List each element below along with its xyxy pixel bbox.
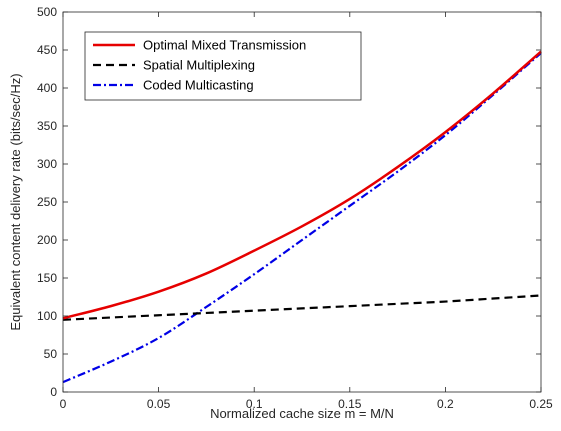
legend-label: Spatial Multiplexing — [143, 58, 255, 73]
legend-box — [84, 31, 362, 101]
y-tick-label: 100 — [37, 309, 57, 323]
y-tick-label: 50 — [44, 347, 58, 361]
y-tick-label: 400 — [37, 81, 57, 95]
legend: Optimal Mixed Transmission Spatial Multip… — [84, 31, 362, 101]
x-tick-label: 0.2 — [437, 397, 454, 411]
y-tick-label: 350 — [37, 119, 57, 133]
x-tick-label: 0.15 — [338, 397, 362, 411]
y-tick-label: 500 — [37, 5, 57, 19]
series-layer — [62, 50, 542, 384]
y-tick-label: 300 — [37, 157, 57, 171]
y-tick-label: 150 — [37, 271, 57, 285]
x-tick-label: 0.05 — [147, 397, 171, 411]
y-tick-label: 200 — [37, 233, 57, 247]
x-axis-label: Normalized cache size m = M/N — [210, 406, 394, 421]
series-line-spatial-multiplexing — [62, 294, 542, 321]
axes-layer: 0 0.05 0.1 0.15 0.2 0.25 0 50 100 150 200 250 300 350… — [37, 5, 553, 411]
y-tick-label: 250 — [37, 195, 57, 209]
y-tick-label: 0 — [50, 385, 57, 399]
y-axis-label: Equivalent content delivery rate (bits/s… — [8, 73, 23, 330]
legend-label: Optimal Mixed Transmission — [143, 38, 306, 53]
series-line-coded-multicasting — [62, 52, 542, 384]
y-tick-label: 450 — [37, 43, 57, 57]
x-tick-label: 0 — [60, 397, 67, 411]
x-tick-label: 0.25 — [529, 397, 553, 411]
series-line-optimal-mixed-transmission — [62, 50, 542, 320]
x-tick-label: 0.1 — [246, 397, 263, 411]
legend-label: Coded Multicasting — [143, 78, 254, 93]
